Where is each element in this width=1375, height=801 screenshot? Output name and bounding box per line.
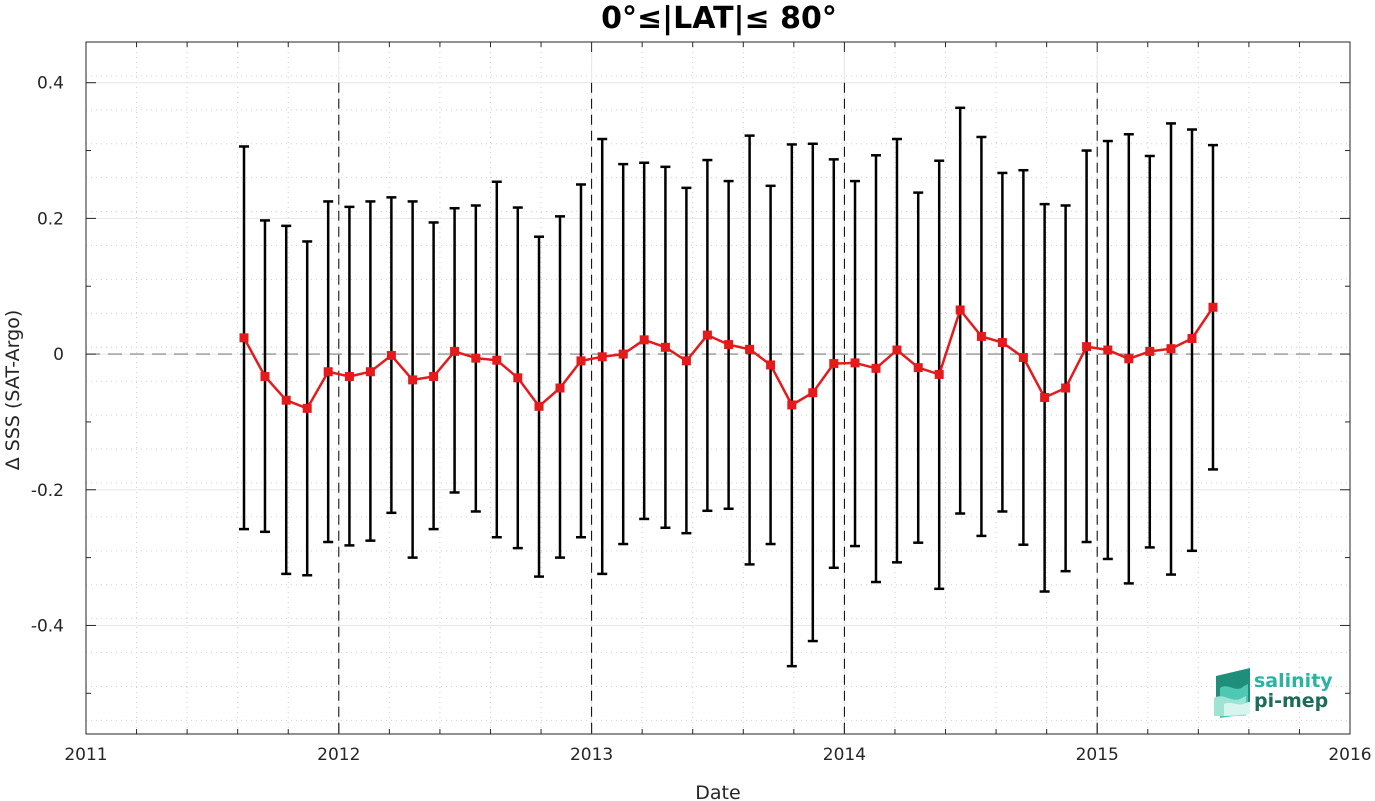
chart-title: 0°≤|LAT|≤ 80° bbox=[601, 1, 837, 36]
y-tick-labels: -0.4 -0.2 0 0.2 0.4 bbox=[31, 74, 64, 637]
logo-line-pi-mep: pi-mep bbox=[1254, 690, 1328, 712]
data-point-marker bbox=[555, 383, 565, 393]
data-point-marker bbox=[386, 350, 396, 360]
data-point-marker bbox=[1145, 346, 1155, 356]
wave-icon bbox=[1214, 668, 1250, 718]
y-tick-label: 0.4 bbox=[37, 74, 64, 94]
data-point-marker bbox=[344, 371, 354, 381]
y-tick-label: -0.4 bbox=[31, 616, 64, 636]
data-point-marker bbox=[681, 356, 691, 366]
data-point-marker bbox=[1166, 344, 1176, 354]
data-point-marker bbox=[639, 335, 649, 345]
data-point-marker bbox=[976, 331, 986, 341]
data-point-marker bbox=[955, 305, 965, 315]
data-point-marker bbox=[471, 353, 481, 363]
data-point-marker bbox=[597, 352, 607, 362]
data-point-marker bbox=[1187, 333, 1197, 343]
data-point-marker bbox=[534, 401, 544, 411]
data-point-marker bbox=[1018, 352, 1028, 362]
year-separators bbox=[338, 82, 1098, 734]
data-point-marker bbox=[576, 356, 586, 366]
x-tick-label: 2014 bbox=[823, 745, 866, 765]
data-point-marker bbox=[1124, 354, 1134, 364]
x-tick-label: 2016 bbox=[1328, 745, 1371, 765]
x-tick-label: 2013 bbox=[570, 745, 613, 765]
data-point-marker bbox=[871, 363, 881, 373]
y-tick-label: -0.2 bbox=[31, 481, 64, 501]
x-tick-label: 2015 bbox=[1076, 745, 1119, 765]
data-point-marker bbox=[1208, 302, 1218, 312]
data-point-marker bbox=[808, 388, 818, 398]
data-point-marker bbox=[260, 371, 270, 381]
data-point-marker bbox=[281, 395, 291, 405]
data-point-marker bbox=[724, 340, 734, 350]
data-point-marker bbox=[702, 330, 712, 340]
data-point-marker bbox=[408, 375, 418, 385]
y-tick-label: 0 bbox=[53, 345, 64, 365]
data-point-marker bbox=[239, 333, 249, 343]
data-point-marker bbox=[1040, 392, 1050, 402]
axes-frame bbox=[85, 41, 1351, 735]
logo-line-salinity: salinity bbox=[1254, 670, 1333, 692]
data-markers bbox=[239, 302, 1218, 413]
y-axis-label: Δ SSS (SAT-Argo) bbox=[2, 310, 24, 470]
data-point-marker bbox=[850, 358, 860, 368]
data-point-marker bbox=[513, 373, 523, 383]
data-point-marker bbox=[1082, 342, 1092, 352]
data-point-marker bbox=[997, 338, 1007, 348]
data-point-marker bbox=[1061, 383, 1071, 393]
data-point-marker bbox=[429, 371, 439, 381]
data-point-marker bbox=[913, 363, 923, 373]
salinity-pi-mep-logo: salinity pi-mep bbox=[1214, 668, 1333, 718]
y-tick-label: 0.2 bbox=[37, 209, 64, 229]
x-axis-label: Date bbox=[695, 782, 740, 801]
data-point-marker bbox=[323, 367, 333, 377]
x-tick-labels: 2011 2012 2013 2014 2015 2016 bbox=[64, 745, 1371, 765]
data-point-marker bbox=[829, 359, 839, 369]
data-point-marker bbox=[892, 345, 902, 355]
plot-frame bbox=[85, 41, 1351, 735]
data-point-marker bbox=[365, 367, 375, 377]
data-point-marker bbox=[302, 403, 312, 413]
x-tick-label: 2011 bbox=[64, 745, 107, 765]
data-point-marker bbox=[660, 342, 670, 352]
data-point-marker bbox=[492, 355, 502, 365]
data-point-marker bbox=[450, 346, 460, 356]
data-point-marker bbox=[787, 400, 797, 410]
data-point-marker bbox=[934, 369, 944, 379]
data-point-marker bbox=[766, 360, 776, 370]
axis-ticks bbox=[85, 42, 1351, 734]
data-point-marker bbox=[745, 344, 755, 354]
x-tick-label: 2012 bbox=[317, 745, 360, 765]
data-point-marker bbox=[618, 349, 628, 359]
data-point-marker bbox=[1103, 345, 1113, 355]
